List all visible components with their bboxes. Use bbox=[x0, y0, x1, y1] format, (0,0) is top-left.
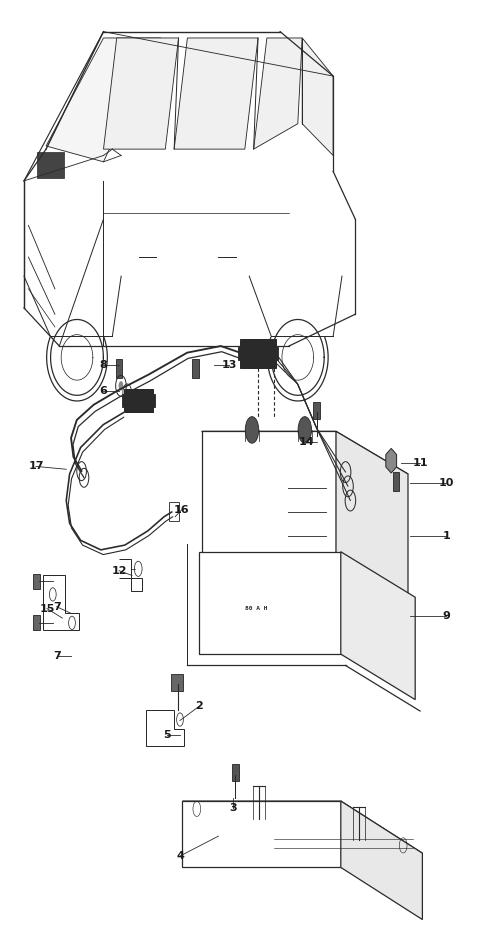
Polygon shape bbox=[386, 448, 396, 473]
Circle shape bbox=[119, 381, 123, 391]
Polygon shape bbox=[202, 431, 336, 555]
FancyBboxPatch shape bbox=[171, 674, 183, 691]
FancyBboxPatch shape bbox=[33, 615, 40, 630]
FancyBboxPatch shape bbox=[122, 394, 155, 407]
FancyBboxPatch shape bbox=[240, 339, 276, 368]
Text: 7: 7 bbox=[53, 602, 60, 611]
FancyBboxPatch shape bbox=[116, 359, 122, 378]
Polygon shape bbox=[182, 801, 341, 867]
Polygon shape bbox=[202, 431, 408, 474]
Polygon shape bbox=[46, 38, 161, 162]
Polygon shape bbox=[182, 801, 422, 853]
Text: 17: 17 bbox=[28, 462, 44, 471]
Polygon shape bbox=[341, 552, 415, 700]
Text: 15: 15 bbox=[39, 604, 55, 613]
Text: 4: 4 bbox=[176, 851, 184, 861]
FancyBboxPatch shape bbox=[192, 359, 199, 378]
Polygon shape bbox=[146, 710, 184, 746]
FancyBboxPatch shape bbox=[124, 389, 153, 412]
FancyBboxPatch shape bbox=[232, 764, 239, 781]
Polygon shape bbox=[253, 38, 302, 149]
Polygon shape bbox=[104, 38, 179, 149]
Text: 5: 5 bbox=[163, 730, 171, 739]
Text: 10: 10 bbox=[439, 479, 454, 488]
Text: 6: 6 bbox=[99, 386, 107, 395]
Text: 9: 9 bbox=[443, 611, 450, 621]
Polygon shape bbox=[174, 38, 258, 149]
Polygon shape bbox=[341, 801, 422, 920]
FancyBboxPatch shape bbox=[238, 347, 278, 360]
Text: 16: 16 bbox=[174, 505, 189, 515]
Polygon shape bbox=[199, 552, 341, 654]
FancyBboxPatch shape bbox=[313, 402, 320, 419]
Text: 14: 14 bbox=[299, 437, 314, 447]
Polygon shape bbox=[336, 431, 408, 597]
FancyBboxPatch shape bbox=[393, 472, 399, 491]
Text: 1: 1 bbox=[443, 531, 450, 540]
Polygon shape bbox=[302, 38, 333, 155]
Text: 3: 3 bbox=[229, 803, 237, 812]
Text: 7: 7 bbox=[53, 651, 60, 661]
Text: 13: 13 bbox=[222, 360, 237, 370]
Text: 11: 11 bbox=[412, 458, 428, 467]
Polygon shape bbox=[43, 575, 79, 630]
Text: 12: 12 bbox=[111, 566, 127, 575]
Text: 80 A H: 80 A H bbox=[245, 606, 267, 611]
Text: 8: 8 bbox=[99, 360, 107, 370]
FancyBboxPatch shape bbox=[37, 153, 64, 177]
FancyBboxPatch shape bbox=[33, 574, 40, 589]
Circle shape bbox=[298, 417, 312, 444]
Text: 2: 2 bbox=[195, 702, 203, 711]
Circle shape bbox=[245, 417, 259, 444]
Polygon shape bbox=[169, 502, 179, 521]
